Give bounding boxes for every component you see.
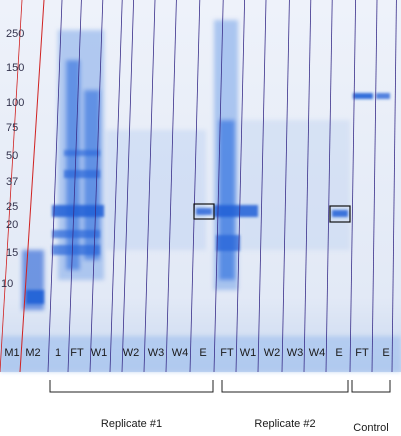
bracket [221,380,349,393]
highlight-box [329,205,351,223]
lane-label: FT [220,347,234,359]
marker-label: 25 [6,201,18,213]
marker-label: 100 [6,97,24,109]
bracket [49,380,214,393]
lane-line [143,0,156,373]
lane-line [303,0,312,373]
lane-label: FT [355,347,369,359]
lane-lines [47,0,397,373]
lane-label: W1 [240,347,257,359]
lane-line [67,0,82,373]
lane-label: E [382,347,389,359]
marker-label: 150 [6,62,24,74]
lane-line [121,0,134,373]
marker-label: 15 [6,247,18,259]
lane-line [213,0,224,373]
bracket [351,380,391,393]
lane-line [47,0,63,373]
lane-line [165,0,177,373]
marker-edge [0,0,23,373]
lane-label: W4 [172,347,189,359]
lane-line [235,0,245,373]
lane-label: FT [70,347,84,359]
lane-line [281,0,290,373]
lane-label: W2 [264,347,281,359]
lane-label: 1 [55,347,61,359]
lane-line [371,0,378,373]
lane-line [257,0,267,373]
marker-label: 75 [6,122,18,134]
lane-label: W3 [287,347,304,359]
lane-label: W1 [91,347,108,359]
marker-label: 37 [6,176,18,188]
gel-bands [26,93,390,304]
group-label: Replicate #2 [254,418,315,430]
lane-label: W2 [123,347,140,359]
lane-line [189,0,201,373]
lane-label: W3 [148,347,165,359]
lane-label: E [199,347,206,359]
lane-line [109,0,123,373]
lane-label: M1 [4,347,19,359]
lane-label: E [335,347,342,359]
marker-label: 10 [1,278,13,290]
lane-line [89,0,104,373]
marker-edge [19,0,45,373]
group-label: Control [353,422,388,434]
lane-line [349,0,356,373]
lane-line [391,0,397,373]
marker-label: 50 [6,150,18,162]
group-label: Replicate #1 [101,418,162,430]
marker-label: 250 [6,28,24,40]
marker-label: 20 [6,219,18,231]
labels: 250 150 100 75 50 37 25 20 15 10 M1 M2 1 FT W1 W2 W3 W4 E F… [1,28,391,434]
lane-label: W4 [309,347,326,359]
highlight-box [193,203,215,220]
lane-line [325,0,333,373]
lane-label: M2 [25,347,40,359]
